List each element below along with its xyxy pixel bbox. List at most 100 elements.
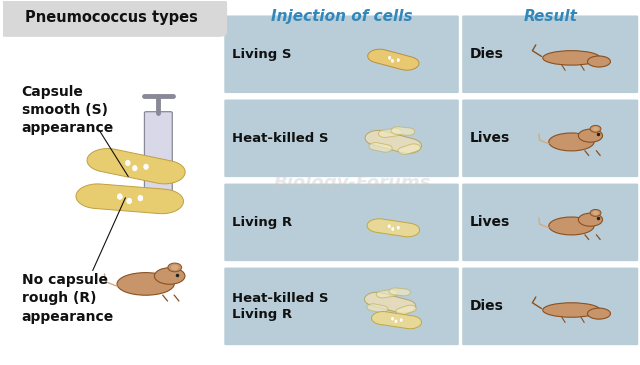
Text: Lives: Lives <box>469 215 509 229</box>
FancyBboxPatch shape <box>223 266 460 346</box>
Ellipse shape <box>392 227 394 231</box>
Ellipse shape <box>588 56 611 67</box>
Ellipse shape <box>127 198 132 204</box>
Polygon shape <box>365 292 416 313</box>
Polygon shape <box>391 127 415 135</box>
FancyBboxPatch shape <box>223 99 460 178</box>
Ellipse shape <box>548 217 594 235</box>
Ellipse shape <box>138 195 143 201</box>
Ellipse shape <box>395 320 397 323</box>
Ellipse shape <box>388 56 391 59</box>
Polygon shape <box>369 143 392 152</box>
Polygon shape <box>365 130 422 153</box>
Text: No capsule
rough (R)
appearance: No capsule rough (R) appearance <box>22 273 114 324</box>
Text: Heat-killed S
Living R: Heat-killed S Living R <box>232 292 328 321</box>
Polygon shape <box>368 49 419 70</box>
Ellipse shape <box>117 273 174 295</box>
Text: Pneumococcus types: Pneumococcus types <box>26 10 198 25</box>
Ellipse shape <box>579 129 602 142</box>
Ellipse shape <box>168 263 182 272</box>
Ellipse shape <box>388 224 390 228</box>
FancyBboxPatch shape <box>461 99 639 178</box>
Ellipse shape <box>400 318 403 322</box>
Ellipse shape <box>154 268 185 284</box>
FancyBboxPatch shape <box>461 182 639 262</box>
Polygon shape <box>367 219 420 237</box>
FancyBboxPatch shape <box>145 112 172 197</box>
Ellipse shape <box>132 165 138 171</box>
Ellipse shape <box>171 265 179 270</box>
Text: Biology-Forums: Biology-Forums <box>274 173 431 192</box>
Ellipse shape <box>590 210 601 216</box>
Text: Living S: Living S <box>232 48 291 61</box>
Ellipse shape <box>391 317 394 320</box>
Text: Living R: Living R <box>232 216 292 229</box>
Text: Heat-killed S: Heat-killed S <box>232 132 328 145</box>
Polygon shape <box>378 128 402 138</box>
Ellipse shape <box>138 195 143 201</box>
Polygon shape <box>76 184 184 214</box>
Ellipse shape <box>397 226 399 229</box>
Ellipse shape <box>127 198 132 204</box>
Polygon shape <box>376 289 397 298</box>
Ellipse shape <box>397 226 399 229</box>
Ellipse shape <box>143 164 148 170</box>
Ellipse shape <box>143 164 148 170</box>
Text: Result: Result <box>524 9 577 24</box>
Ellipse shape <box>391 317 394 320</box>
Ellipse shape <box>125 160 131 166</box>
Text: Lives: Lives <box>469 131 509 145</box>
Text: Dies: Dies <box>469 299 503 314</box>
Ellipse shape <box>132 165 138 171</box>
Polygon shape <box>396 305 416 315</box>
Ellipse shape <box>543 51 600 65</box>
FancyBboxPatch shape <box>461 15 639 94</box>
Ellipse shape <box>391 59 394 62</box>
Ellipse shape <box>579 213 602 226</box>
Text: Capsule
smooth (S)
appearance: Capsule smooth (S) appearance <box>22 85 114 135</box>
Ellipse shape <box>400 318 403 322</box>
Polygon shape <box>153 196 164 206</box>
Ellipse shape <box>391 59 394 62</box>
FancyBboxPatch shape <box>223 15 460 94</box>
Ellipse shape <box>593 211 598 215</box>
Ellipse shape <box>400 318 403 322</box>
Ellipse shape <box>125 160 131 166</box>
Text: Injection of cells: Injection of cells <box>271 9 412 24</box>
Ellipse shape <box>132 165 138 171</box>
Ellipse shape <box>397 58 399 62</box>
Ellipse shape <box>388 56 391 59</box>
Ellipse shape <box>397 226 399 229</box>
Ellipse shape <box>397 58 399 62</box>
FancyBboxPatch shape <box>0 0 227 36</box>
Ellipse shape <box>397 58 399 62</box>
Polygon shape <box>367 304 388 312</box>
Polygon shape <box>398 144 420 154</box>
FancyBboxPatch shape <box>223 182 460 262</box>
Ellipse shape <box>590 126 601 132</box>
Ellipse shape <box>117 193 122 200</box>
Ellipse shape <box>138 195 143 201</box>
Text: Dies: Dies <box>469 47 503 61</box>
Ellipse shape <box>127 198 132 204</box>
Ellipse shape <box>125 160 131 166</box>
Ellipse shape <box>392 227 394 231</box>
Ellipse shape <box>395 320 397 323</box>
Ellipse shape <box>117 193 122 200</box>
Ellipse shape <box>548 133 594 151</box>
Ellipse shape <box>388 56 391 59</box>
Ellipse shape <box>588 308 611 319</box>
Ellipse shape <box>391 317 394 320</box>
Polygon shape <box>87 149 185 184</box>
Ellipse shape <box>543 303 600 317</box>
FancyBboxPatch shape <box>461 266 639 346</box>
Ellipse shape <box>395 320 397 323</box>
Polygon shape <box>372 312 422 329</box>
Ellipse shape <box>388 224 390 228</box>
Ellipse shape <box>593 127 598 131</box>
Ellipse shape <box>143 164 148 170</box>
Polygon shape <box>389 288 410 296</box>
Ellipse shape <box>388 224 390 228</box>
Ellipse shape <box>117 193 122 200</box>
Ellipse shape <box>392 227 394 231</box>
